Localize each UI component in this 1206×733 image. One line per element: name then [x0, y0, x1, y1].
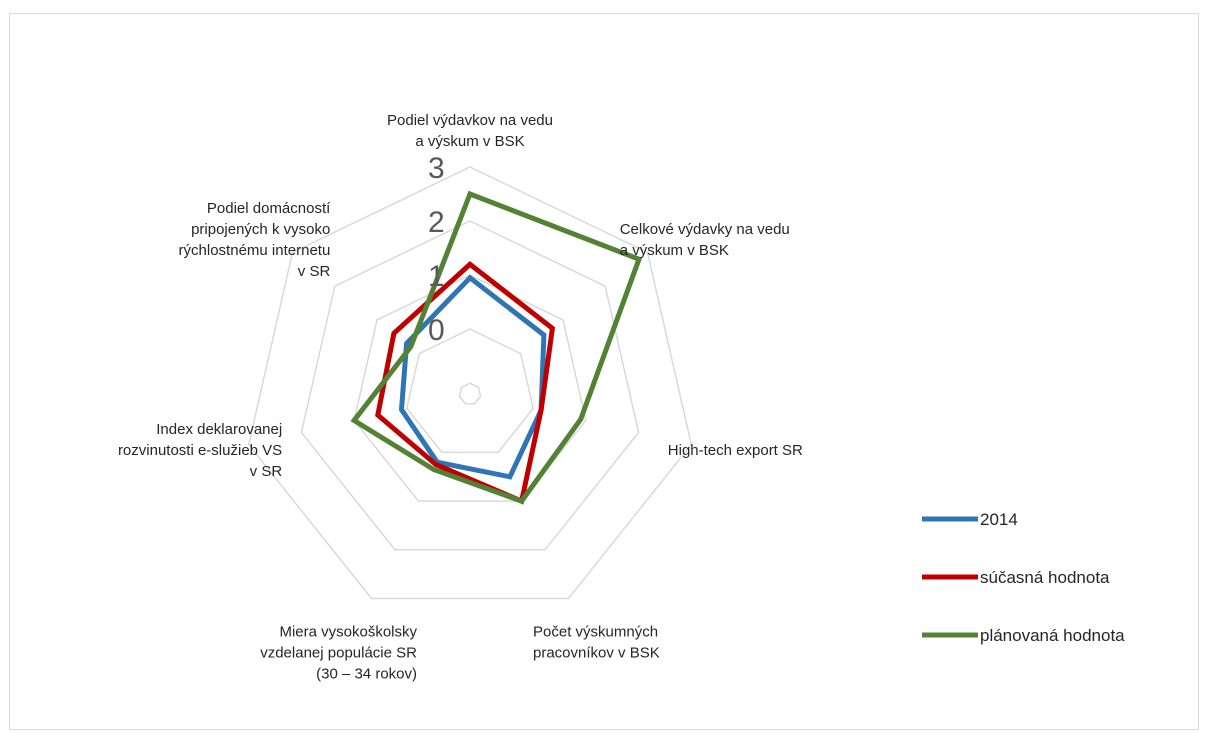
category-label: pracovníkov v BSK — [533, 644, 660, 661]
category-label: Podiel výdavkov na vedu — [387, 112, 553, 129]
legend-label: súčasná hodnota — [980, 568, 1110, 587]
tick-label: 0 — [428, 314, 445, 347]
category-label: Miera vysokoškolsky — [279, 623, 417, 640]
grid-ring — [247, 166, 693, 600]
chart-frame — [9, 13, 1199, 730]
category-label: a výskum v BSK — [620, 242, 729, 259]
category-label: rýchlostnému internetu — [179, 242, 331, 259]
category-labels: Podiel výdavkov na vedu a výskum v BSK Cel… — [118, 112, 803, 682]
grid-ring — [353, 274, 587, 502]
tick-label: 3 — [428, 152, 445, 185]
category-label: Celkové výdavky na vedu — [620, 221, 790, 238]
category-label: Počet výskumných — [533, 623, 658, 640]
series-line-1 — [375, 261, 556, 505]
category-label: vzdelanej populácie SR — [260, 644, 417, 661]
category-label: v SR — [250, 463, 283, 480]
category-label: rozvinutosti e-služieb VS — [118, 442, 282, 459]
tick-label: 1 — [428, 260, 445, 293]
radar-grid — [247, 166, 693, 600]
legend: 2014 súčasná hodnota plánovaná hodnota — [922, 510, 1125, 645]
grid-ring — [405, 328, 535, 454]
series-line-2 — [350, 190, 643, 505]
radar-series — [350, 190, 643, 505]
category-label: High-tech export SR — [668, 442, 803, 459]
radial-tick-labels: 0 1 2 3 — [428, 152, 445, 347]
category-label: v SR — [298, 263, 331, 280]
grid-ring — [300, 220, 640, 551]
category-label: a výskum v BSK — [415, 133, 524, 150]
category-label: (30 – 34 rokov) — [316, 665, 417, 682]
category-label: pripojených k vysoko — [191, 221, 330, 238]
legend-label: 2014 — [980, 510, 1018, 529]
tick-label: 2 — [428, 206, 445, 239]
category-label: Podiel domácností — [207, 200, 331, 217]
legend-label: plánovaná hodnota — [980, 626, 1125, 645]
grid-ring — [458, 382, 482, 405]
category-label: Index deklarovanej — [156, 421, 282, 438]
